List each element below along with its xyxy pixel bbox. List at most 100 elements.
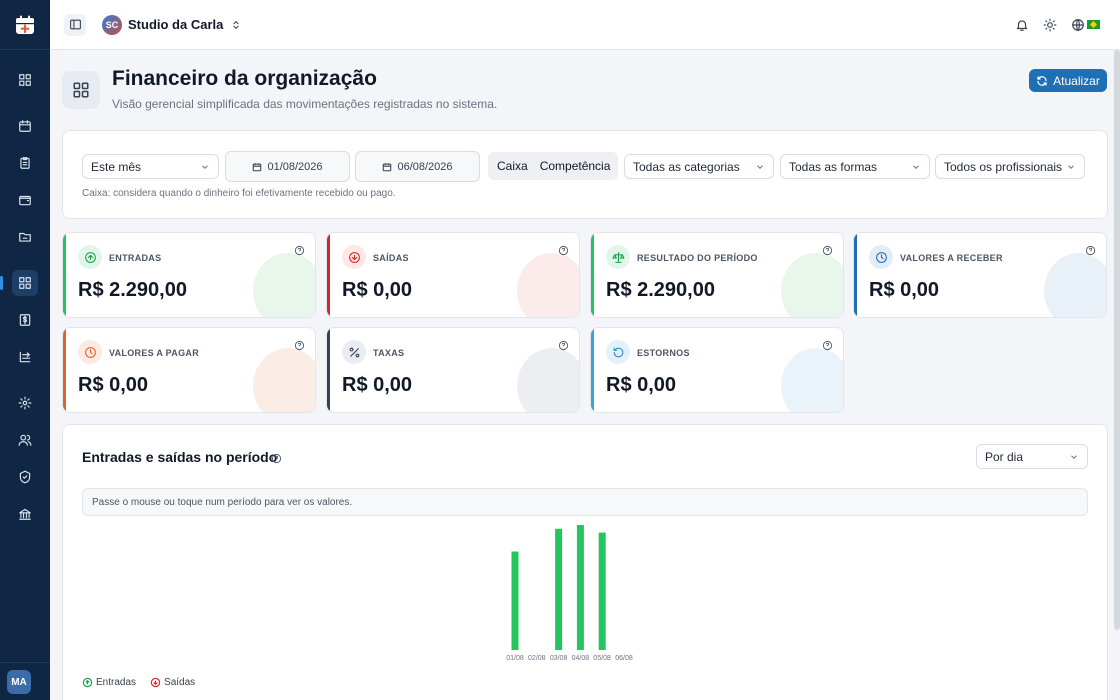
clock-icon xyxy=(869,245,893,269)
help-icon[interactable] xyxy=(1085,243,1096,261)
card-entradas: ENTRADAS R$ 2.290,00 xyxy=(62,232,316,318)
legend-saidas[interactable]: Saídas xyxy=(150,677,195,688)
help-icon[interactable] xyxy=(294,338,305,356)
chart-legend: Entradas Saídas xyxy=(82,677,195,688)
page-icon xyxy=(62,71,100,109)
date-end-value: 06/08/2026 xyxy=(397,160,453,173)
refresh-button[interactable]: Atualizar xyxy=(1029,69,1107,92)
bar-entradas-01/08[interactable] xyxy=(511,551,519,650)
refund-icon xyxy=(606,340,630,364)
sun-icon[interactable] xyxy=(1043,18,1057,32)
help-icon[interactable] xyxy=(822,243,833,261)
sidebar-item-calendar[interactable] xyxy=(12,113,38,139)
help-icon[interactable] xyxy=(294,243,305,261)
sidebar-item-transfers[interactable] xyxy=(12,344,38,370)
clock-icon xyxy=(78,340,102,364)
chart-grouping-select[interactable]: Por dia xyxy=(976,444,1088,469)
card-taxas: TAXAS R$ 0,00 xyxy=(326,327,580,413)
card-valores-receber: VALORES A RECEBER R$ 0,00 xyxy=(853,232,1107,318)
basis-competencia-button[interactable]: Competência xyxy=(539,159,611,173)
bar-chart[interactable]: 01/08 02/08 03/08 04/08 05/08 06/08 xyxy=(63,425,1107,675)
x-tick-label: 04/08 xyxy=(572,655,590,662)
arrow-down-circle-icon xyxy=(342,245,366,269)
sidebar-item-settings[interactable] xyxy=(12,390,38,416)
dollar-doc-icon xyxy=(19,314,31,326)
card-saidas: SAÍDAS R$ 0,00 xyxy=(326,232,580,318)
org-switcher-icon[interactable] xyxy=(231,19,241,31)
legend-entradas-label: Entradas xyxy=(96,677,137,688)
transfer-icon xyxy=(19,351,31,363)
help-icon[interactable] xyxy=(271,451,282,469)
bar-entradas-03/08[interactable] xyxy=(555,528,563,650)
language-switcher[interactable] xyxy=(1071,18,1100,32)
basis-caixa-button[interactable]: Caixa xyxy=(497,159,528,173)
card-value: R$ 0,00 xyxy=(342,374,413,396)
org-avatar[interactable]: SC xyxy=(102,14,122,35)
card-label: VALORES A PAGAR xyxy=(109,348,200,358)
page-title: Financeiro da organização xyxy=(112,67,377,90)
card-label: SAÍDAS xyxy=(373,253,409,263)
help-icon[interactable] xyxy=(822,338,833,356)
folder-icon xyxy=(19,232,31,242)
card-label: TAXAS xyxy=(373,348,405,358)
card-resultado: RESULTADO DO PERÍODO R$ 2.290,00 xyxy=(590,232,844,318)
sidebar-item-dashboard[interactable] xyxy=(12,67,38,93)
basis-toggle: Caixa Competência xyxy=(488,152,618,180)
x-tick-label: 03/08 xyxy=(550,655,568,662)
globe-icon xyxy=(1072,18,1084,31)
chevron-down-icon xyxy=(913,165,919,169)
chart-grouping-value: Por dia xyxy=(985,449,1024,464)
category-select[interactable]: Todas as categorias xyxy=(624,154,774,179)
card-label: VALORES A RECEBER xyxy=(900,253,1003,263)
bar-entradas-04/08[interactable] xyxy=(576,525,584,650)
sidebar-item-bank[interactable] xyxy=(12,501,38,527)
sidebar-item-billing[interactable] xyxy=(12,307,38,333)
category-select-value: Todas as categorias xyxy=(633,159,740,174)
date-start-field[interactable]: 01/08/2026 xyxy=(225,151,350,182)
scrollbar[interactable] xyxy=(1114,50,1120,630)
sidebar-item-folder[interactable] xyxy=(12,224,38,250)
bell-icon[interactable] xyxy=(1015,18,1029,32)
calendar-icon xyxy=(253,162,262,171)
sidebar-item-security[interactable] xyxy=(12,464,38,490)
bank-icon xyxy=(19,508,31,520)
card-label: RESULTADO DO PERÍODO xyxy=(637,253,758,263)
payment-method-select[interactable]: Todas as formas xyxy=(780,154,930,179)
period-select[interactable]: Este mês xyxy=(82,154,219,179)
sidebar-item-wallet[interactable] xyxy=(12,187,38,213)
sidebar-item-users[interactable] xyxy=(12,427,38,453)
topbar: SC Studio da Carla xyxy=(50,0,1120,50)
sidebar-item-clipboard[interactable] xyxy=(12,150,38,176)
professional-select-value: Todos os profissionais xyxy=(944,159,1063,174)
chevron-down-icon xyxy=(1068,165,1074,169)
date-end-field[interactable]: 06/08/2026 xyxy=(355,151,480,182)
sidebar-toggle-button[interactable] xyxy=(64,13,86,36)
x-tick-label: 05/08 xyxy=(593,655,611,662)
professional-select[interactable]: Todos os profissionais xyxy=(935,154,1085,179)
org-name[interactable]: Studio da Carla xyxy=(128,17,224,32)
arrow-up-circle-icon xyxy=(78,245,102,269)
help-icon[interactable] xyxy=(558,338,569,356)
card-value: R$ 0,00 xyxy=(869,279,940,301)
bar-entradas-05/08[interactable] xyxy=(598,532,606,650)
period-select-value: Este mês xyxy=(91,159,142,174)
date-start-value: 01/08/2026 xyxy=(267,160,323,173)
grid-icon xyxy=(73,82,89,98)
chevron-down-icon xyxy=(1071,455,1077,459)
chevron-down-icon xyxy=(757,165,763,169)
refresh-label: Atualizar xyxy=(1053,73,1100,88)
card-label: ESTORNOS xyxy=(637,348,690,358)
wallet-icon xyxy=(19,195,31,206)
user-avatar[interactable]: MA xyxy=(7,670,31,694)
legend-entradas[interactable]: Entradas xyxy=(82,677,136,688)
card-value: R$ 0,00 xyxy=(342,279,413,301)
arrow-down-circle-icon xyxy=(150,677,161,688)
card-value: R$ 2.290,00 xyxy=(78,279,187,301)
card-value: R$ 0,00 xyxy=(606,374,677,396)
sidebar-item-financeiro[interactable] xyxy=(0,270,38,296)
help-icon[interactable] xyxy=(558,243,569,261)
brazil-flag-icon xyxy=(1087,20,1100,29)
card-valores-pagar: VALORES A PAGAR R$ 0,00 xyxy=(62,327,316,413)
arrow-up-circle-icon xyxy=(82,677,93,688)
app-logo[interactable] xyxy=(0,0,50,50)
